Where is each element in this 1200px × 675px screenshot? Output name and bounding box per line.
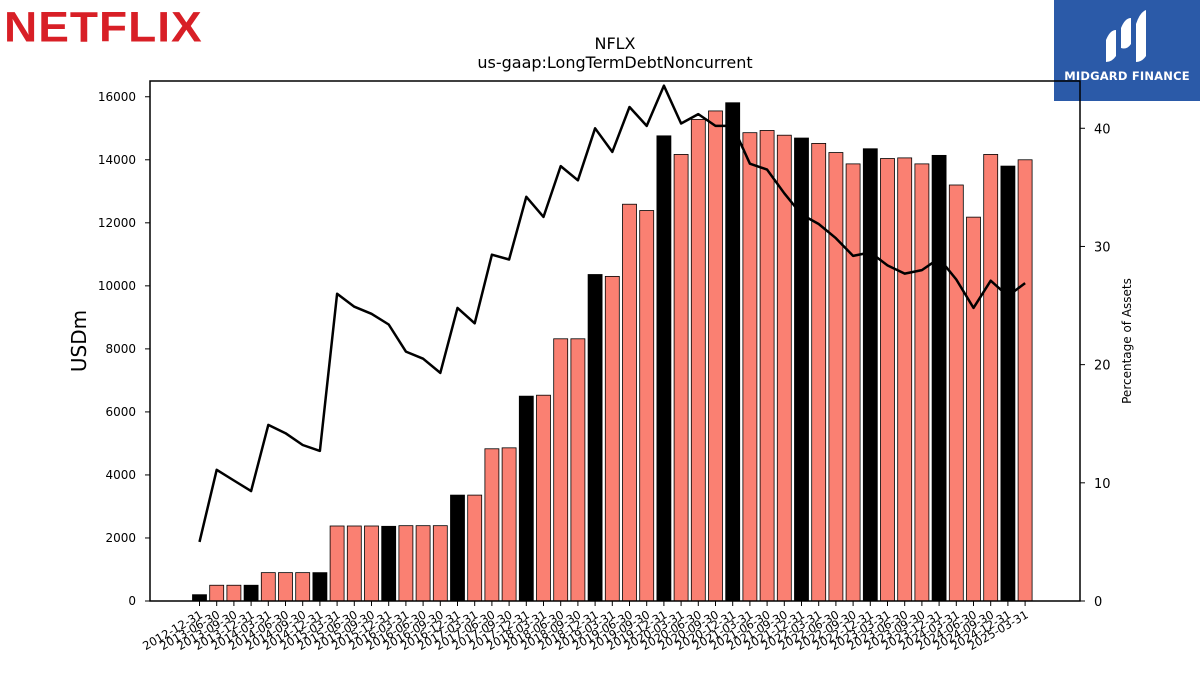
- midgard-finance-logo: MIDGARD FINANCE: [1054, 0, 1200, 101]
- bar-2022-03-31: [811, 142, 827, 602]
- y-tick-label: 16000: [98, 90, 136, 104]
- bar-2021-03-31: [742, 132, 758, 602]
- bar-2018-06-30: [553, 338, 569, 602]
- axes: 0 2000 4000 6000 8000 10000 12000 14000 16000 0 10…: [98, 90, 1111, 653]
- bar-2013-06-30: [209, 584, 225, 602]
- bar-2025-03-31: [1017, 159, 1033, 602]
- bar-2014-09-30: [295, 572, 311, 602]
- bar-2021-09-30: [776, 134, 792, 602]
- y2-tick-label: 30: [1094, 240, 1111, 255]
- bar-2017-06-30: [484, 448, 500, 602]
- chart-subtitle: us-gaap:LongTermDebtNoncurrent: [477, 53, 752, 72]
- bar-2023-09-30: [914, 163, 930, 602]
- bar-2020-12-31: [725, 102, 741, 602]
- bar-2015-06-30: [346, 525, 362, 602]
- bar-2015-03-31: [329, 525, 345, 602]
- bar-2015-12-31: [381, 525, 397, 602]
- bar-2024-12-31: [1000, 165, 1016, 602]
- bar-2023-03-31: [880, 158, 895, 602]
- bar-2014-06-30: [278, 572, 293, 602]
- y-tick-label: 4000: [105, 468, 136, 482]
- y-tick-label: 10000: [98, 279, 136, 293]
- y-tick-label: 6000: [105, 405, 136, 419]
- bar-2018-09-30: [570, 338, 586, 602]
- bar-2020-03-31: [673, 154, 689, 602]
- y-axis-label: USDm: [67, 310, 91, 372]
- bar-2019-09-30: [639, 210, 655, 602]
- chart-title: NFLX: [594, 34, 635, 53]
- y2-tick-label: 0: [1094, 595, 1102, 610]
- y2-tick-label: 10: [1094, 477, 1111, 492]
- bar-2024-06-30: [966, 216, 981, 602]
- bar-2016-09-30: [432, 525, 448, 602]
- y-tick-label: 2000: [105, 531, 136, 545]
- bar-2016-06-30: [415, 525, 431, 602]
- bar-2022-12-31: [862, 148, 878, 602]
- bar-2013-12-31: [243, 584, 259, 602]
- bar-2012-12-31: [192, 594, 207, 602]
- midgard-finance-wordmark: MIDGARD FINANCE: [1064, 69, 1190, 83]
- y2-tick-label: 20: [1094, 359, 1111, 374]
- line-series: [198, 84, 1026, 543]
- bar-2019-03-31: [604, 275, 620, 602]
- bar-series: [192, 102, 1033, 602]
- bar-2020-09-30: [708, 110, 723, 602]
- y-tick-label: 12000: [98, 216, 136, 230]
- bar-2018-03-31: [536, 394, 551, 602]
- netflix-logo: NETFLIX: [4, 2, 203, 51]
- bar-2017-12-31: [518, 395, 534, 602]
- bar-2021-06-30: [759, 130, 775, 602]
- bar-2019-06-30: [622, 203, 637, 602]
- y2-tick-label: 40: [1094, 122, 1111, 137]
- bar-2024-09-30: [983, 154, 999, 602]
- bar-2020-06-30: [690, 119, 706, 602]
- bar-2015-09-30: [364, 525, 379, 602]
- y-tick-label: 8000: [105, 342, 136, 356]
- bar-2016-12-31: [450, 494, 465, 602]
- bar-2013-09-30: [226, 584, 242, 602]
- bar-2017-09-30: [501, 447, 517, 602]
- y2-axis-label: Percentage of Assets: [1120, 278, 1134, 404]
- bar-2018-12-31: [587, 274, 603, 602]
- bar-2014-03-31: [260, 572, 276, 602]
- bar-2022-06-30: [828, 152, 844, 602]
- bar-2023-06-30: [897, 157, 913, 602]
- y-tick-label: 14000: [98, 153, 136, 167]
- bar-2017-03-31: [467, 494, 483, 602]
- bar-2023-12-31: [931, 154, 947, 602]
- bar-2014-12-31: [312, 572, 328, 602]
- y-tick-label: 0: [128, 594, 136, 608]
- bar-2022-09-30: [845, 163, 861, 602]
- bar-2019-12-31: [656, 135, 672, 602]
- bar-2016-03-31: [398, 525, 414, 602]
- plot-frame: [149, 80, 1081, 602]
- bar-2024-03-31: [948, 184, 964, 602]
- midgard-mark-icon: [1106, 10, 1146, 62]
